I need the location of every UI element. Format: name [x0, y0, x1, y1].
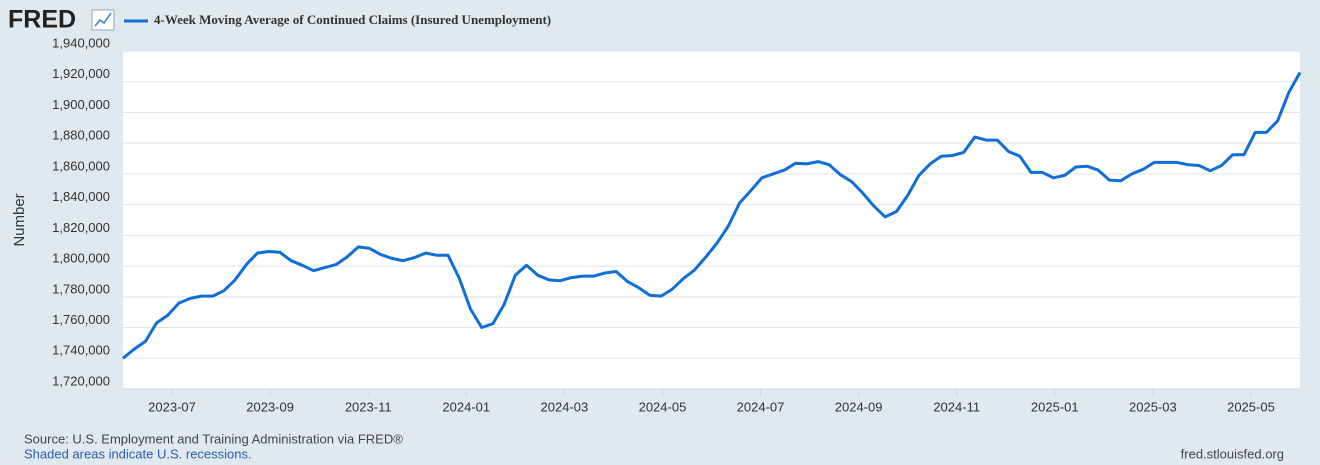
x-tick-label: 2024-03: [541, 399, 589, 414]
x-tick-label: 2024-09: [835, 399, 883, 414]
logo: FRED: [8, 6, 76, 34]
y-tick-label: 1,780,000: [52, 281, 110, 296]
x-tick-label: 2025-05: [1227, 399, 1275, 414]
legend-label: 4-Week Moving Average of Continued Claim…: [154, 12, 551, 27]
x-tick-label: 2024-11: [933, 399, 980, 414]
x-tick-label: 2023-07: [148, 399, 196, 414]
x-tick-label: 2023-11: [345, 399, 392, 414]
y-tick-label: 1,840,000: [52, 189, 110, 204]
data-line: [122, 71, 1302, 360]
x-tick-label: 2024-07: [737, 399, 785, 414]
y-tick-label: 1,720,000: [52, 373, 110, 388]
y-tick-label: 1,740,000: [52, 343, 110, 358]
y-axis-label: Number: [11, 193, 28, 246]
y-tick-label: 1,940,000: [52, 35, 110, 50]
y-tick-label: 1,900,000: [52, 97, 110, 112]
note[interactable]: Shaded areas indicate U.S. recessions.: [24, 446, 252, 461]
y-tick-label: 1,880,000: [52, 128, 110, 143]
y-tick-label: 1,800,000: [52, 251, 110, 266]
x-tick-label: 2023-09: [246, 399, 294, 414]
x-tick-label: 2025-01: [1031, 399, 1079, 414]
logo-icon: [91, 9, 115, 31]
credit[interactable]: fred.stlouisfed.org: [1181, 446, 1284, 461]
y-tick-label: 1,820,000: [52, 220, 110, 235]
y-tick-label: 1,860,000: [52, 158, 110, 173]
plot-area: [123, 51, 1300, 389]
y-tick-label: 1,920,000: [52, 66, 110, 81]
x-tick-label: 2024-01: [442, 399, 490, 414]
y-tick-label: 1,760,000: [52, 312, 110, 327]
x-tick-label: 2024-05: [639, 399, 687, 414]
x-tick-label: 2025-03: [1129, 399, 1177, 414]
source: Source: U.S. Employment and Training Adm…: [24, 431, 403, 446]
